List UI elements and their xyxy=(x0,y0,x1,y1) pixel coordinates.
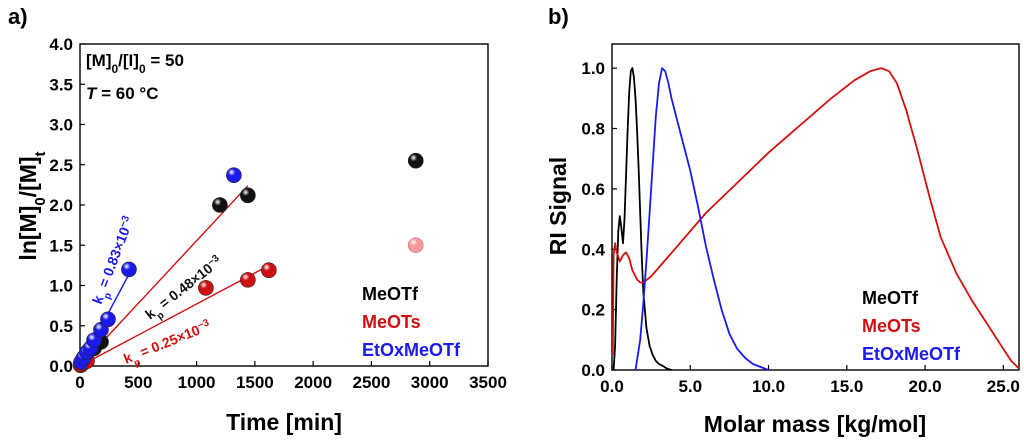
series-line-MeOTf xyxy=(612,67,672,371)
legend-a-MeOTf: MeOTf xyxy=(362,284,419,304)
data-point-MeOTf xyxy=(240,187,256,204)
x-axis-a-tick-label: 500 xyxy=(124,373,152,392)
data-point-MeOTf xyxy=(407,152,424,169)
y-axis-a-tick-label: 2.0 xyxy=(49,196,73,215)
x-axis-a-tick-label: 1500 xyxy=(236,373,274,392)
legend-b-MeOTs: MeOTs xyxy=(862,316,921,336)
x-axis-b-tick-label: 25.0 xyxy=(987,377,1020,396)
chart-b: b) 0.0 5.0 10.0 15.0 20.0 25.0 0.0 0.2 0.4 0.6 0.… xyxy=(545,4,1020,437)
x-axis-a-tick-label: 0 xyxy=(75,373,84,392)
y-axis-a-tick-label: 0.0 xyxy=(49,357,73,376)
x-axis-a-tick-label: 3000 xyxy=(411,373,449,392)
y-axis-b-tick-label: 0.8 xyxy=(581,120,605,139)
y-axis-a-tick-label: 1.5 xyxy=(49,236,73,255)
data-point-MeOTs xyxy=(198,280,214,296)
y-axis-a-tick-label: 1.0 xyxy=(49,277,73,296)
legend-a-EtOxMeOTf: EtOxMeOTf xyxy=(362,340,461,360)
y-axis-a-tick-label: 4.0 xyxy=(49,35,73,54)
legend-a-MeOTs: MeOTs xyxy=(362,312,421,332)
rate-label-MeOTf: kp = 0.48×10−3 xyxy=(142,252,229,326)
y-axis-title-a: ln[M]0/[M]t xyxy=(15,151,49,260)
y-axis-b-tick-label: 0.4 xyxy=(581,240,605,259)
y-axis-b-tick-label: 0.0 xyxy=(581,361,605,380)
x-axis-b: 0.0 5.0 10.0 15.0 20.0 25.0 xyxy=(600,365,1020,396)
y-axis-b-tick-label: 0.6 xyxy=(581,180,605,199)
panel-label-a: a) xyxy=(8,4,28,29)
x-axis-a-tick-label: 2500 xyxy=(353,373,391,392)
panel-label-b: b) xyxy=(548,4,569,29)
y-axis-b-tick-label: 1.0 xyxy=(581,59,605,78)
y-axis-b-tick-label: 0.2 xyxy=(581,301,605,320)
series-lines-b xyxy=(611,67,1020,371)
y-axis-a-tick-label: 2.5 xyxy=(49,156,73,175)
data-points-a xyxy=(72,152,424,373)
x-axis-b-tick-label: 20.0 xyxy=(909,377,942,396)
y-axis-a-tick-label: 3.5 xyxy=(49,75,73,94)
data-point-MeOTs xyxy=(261,262,277,279)
x-axis-b-tick-label: 5.0 xyxy=(678,377,702,396)
x-axis-title-a: Time [min] xyxy=(226,409,342,435)
data-point-EtOxMeOTf xyxy=(100,311,116,328)
data-point-EtOxMeOTf xyxy=(226,167,242,184)
fit-line-MeOTf xyxy=(79,185,249,367)
plot-frame-b xyxy=(611,43,1020,371)
y-axis-a-tick-label: 3.0 xyxy=(49,116,73,135)
data-point-EtOxMeOTf xyxy=(121,261,137,278)
data-point-MeOTs xyxy=(240,272,256,288)
data-point-MeOTs xyxy=(407,237,424,254)
x-axis-a-tick-label: 3500 xyxy=(469,373,507,392)
x-axis-b-tick-label: 0.0 xyxy=(600,377,624,396)
annotation-ratio: [M]0/[I]0 = 50 xyxy=(86,51,184,76)
x-axis-a-tick-label: 2000 xyxy=(294,373,332,392)
rate-label-EtOxMeOTf: kp = 0.83×10−3 xyxy=(88,214,142,308)
legend-b-EtOxMeOTf: EtOxMeOTf xyxy=(862,344,961,364)
y-axis-a-tick-label: 0.5 xyxy=(49,317,73,336)
x-axis-b-tick-label: 15.0 xyxy=(830,377,863,396)
annotation-temperature: T = 60 °C xyxy=(86,84,158,103)
x-axis-title-b: Molar mass [kg/mol] xyxy=(704,411,926,437)
series-line-EtOxMeOTf xyxy=(634,67,769,371)
data-point-MeOTf xyxy=(212,197,228,213)
series-line-MeOTs xyxy=(611,67,1020,370)
chart-a: a) 0 500 1000 1500 2000 2500 3000 3500 0.0 0.5 1.… xyxy=(8,4,507,435)
x-axis-b-tick-label: 10.0 xyxy=(752,377,785,396)
x-axis-a-tick-label: 1000 xyxy=(178,373,216,392)
y-axis-title-b: RI Signal xyxy=(545,157,571,255)
x-axis-a: 0 500 1000 1500 2000 2500 3000 3500 xyxy=(75,361,507,392)
legend-b-MeOTf: MeOTf xyxy=(862,288,919,308)
y-axis-a: 0.0 0.5 1.0 1.5 2.0 2.5 3.0 3.5 4.0 xyxy=(49,35,85,376)
fit-line-MeOTs xyxy=(79,264,270,367)
rate-label-MeOTs: kp = 0.25×10−3 xyxy=(121,317,215,372)
